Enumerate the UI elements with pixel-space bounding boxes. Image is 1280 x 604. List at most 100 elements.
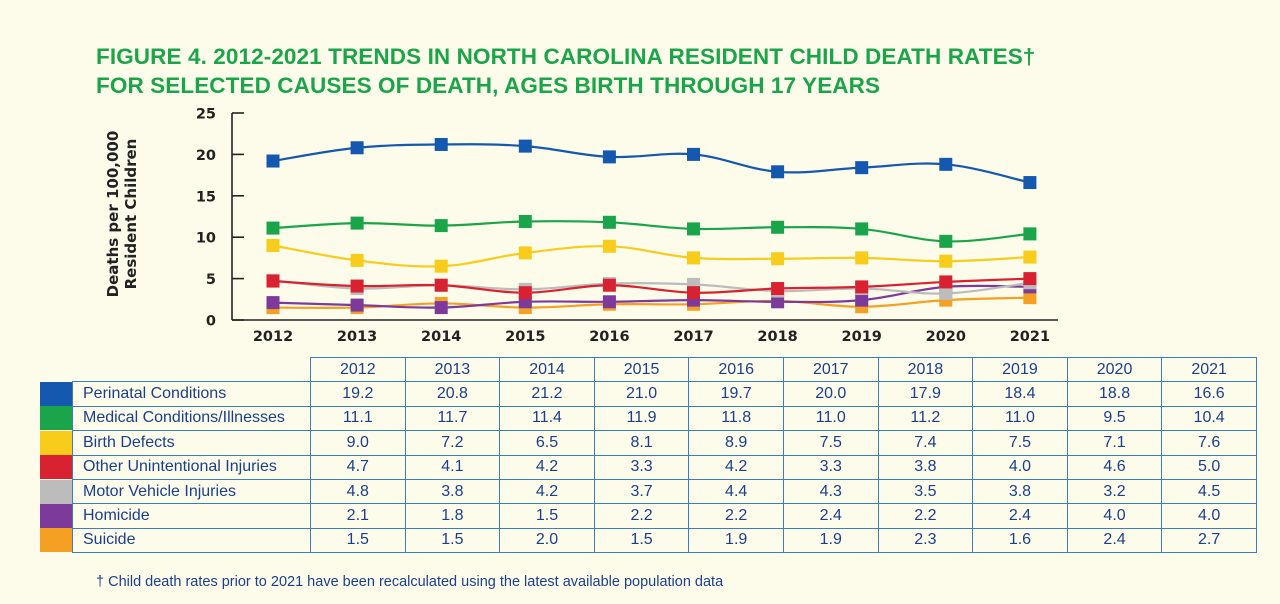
table-cell: 2.4 xyxy=(1066,527,1163,554)
table-year-header: 2019 xyxy=(972,356,1068,383)
table-cell: 2.7 xyxy=(1161,527,1257,554)
x-tick-label: 2014 xyxy=(421,329,461,345)
series-name: Homicide xyxy=(72,503,311,529)
data-point xyxy=(687,147,700,161)
data-point xyxy=(939,234,953,248)
series-name: Other Unintentional Injuries xyxy=(72,454,311,480)
data-point xyxy=(434,301,448,315)
table-cell: 4.1 xyxy=(404,454,501,480)
legend-swatch xyxy=(40,455,73,480)
data-point xyxy=(350,298,364,312)
data-point xyxy=(266,296,280,310)
y-tick-label: 15 xyxy=(196,189,216,205)
table-cell: 4.2 xyxy=(499,454,595,480)
table-cell: 2.0 xyxy=(499,527,595,554)
data-point xyxy=(855,293,869,307)
data-point xyxy=(350,253,364,267)
table-cell: 4.5 xyxy=(1161,478,1257,505)
x-tick-label: 2020 xyxy=(926,329,966,345)
data-point xyxy=(266,274,280,288)
data-point xyxy=(1023,176,1037,190)
y-tick-label: 20 xyxy=(196,148,216,164)
chart-title: FIGURE 4. 2012-2021 TRENDS IN NORTH CARO… xyxy=(96,42,1196,100)
table-cell: 11.0 xyxy=(972,405,1068,432)
legend-swatch-fill xyxy=(40,382,72,407)
table-cell: 2.2 xyxy=(688,503,784,529)
table-cell: 2.2 xyxy=(593,503,690,529)
data-point xyxy=(687,251,700,265)
data-point xyxy=(1023,272,1037,286)
chart-title-line-2: FOR SELECTED CAUSES OF DEATH, AGES BIRTH… xyxy=(96,73,881,98)
table-cell: 4.0 xyxy=(1161,503,1257,529)
table-cell: 3.3 xyxy=(593,454,690,480)
table-cell: 3.3 xyxy=(782,454,879,480)
series-line xyxy=(272,244,1030,268)
series-name: Suicide xyxy=(72,527,311,554)
table-cell: 7.5 xyxy=(972,430,1068,456)
table-cell: 1.6 xyxy=(972,527,1068,554)
table-cell: 3.8 xyxy=(404,478,501,505)
data-point xyxy=(939,287,953,301)
table-cell: 11.1 xyxy=(310,405,406,432)
table-row: Medical Conditions/Illnesses 11.1 11.7 11.4… xyxy=(40,405,1257,432)
table-cell: 21.0 xyxy=(593,381,690,407)
series-line xyxy=(272,220,1030,243)
x-tick-label: 2018 xyxy=(757,329,797,345)
data-point xyxy=(855,222,869,236)
data-point xyxy=(518,139,532,153)
table-row: Homicide 2.1 1.8 1.5 2.2 2.2 2.4 2.2 2.4 4.0 4.0 xyxy=(40,503,1257,529)
table-year-header: 2021 xyxy=(1161,356,1257,383)
table-cell: 17.9 xyxy=(877,381,974,407)
table-cell: 3.8 xyxy=(877,454,974,480)
table-cell: 11.2 xyxy=(877,405,974,432)
table-cell: 19.2 xyxy=(310,381,406,407)
table-year-header: 2020 xyxy=(1066,356,1163,383)
data-point xyxy=(602,278,616,292)
series-name: Perinatal Conditions xyxy=(72,381,311,407)
table-cell: 1.5 xyxy=(310,527,406,554)
table-cell: 4.3 xyxy=(782,478,879,505)
table-cell: 9.0 xyxy=(310,430,406,456)
data-point xyxy=(687,222,700,236)
table-year-header: 2014 xyxy=(499,356,595,383)
table-cell: 2.4 xyxy=(972,503,1068,529)
table-cell: 11.0 xyxy=(782,405,879,432)
table-year-header: 2017 xyxy=(782,356,879,383)
legend-swatch-fill xyxy=(40,406,72,431)
x-tick-label: 2013 xyxy=(337,329,377,345)
data-point xyxy=(855,280,869,294)
table-cell: 4.6 xyxy=(1066,454,1163,480)
legend-swatch-fill xyxy=(40,504,72,529)
x-tick-label: 2019 xyxy=(842,329,882,345)
series-line xyxy=(272,296,1030,310)
data-point xyxy=(602,295,616,309)
legend-swatch-fill xyxy=(40,455,72,480)
table-row: Other Unintentional Injuries 4.7 4.1 4.2 3.3… xyxy=(40,454,1257,480)
x-tick-label: 2012 xyxy=(253,329,293,345)
data-point xyxy=(939,275,953,289)
series-line xyxy=(272,277,1030,294)
table-year-header: 2013 xyxy=(404,356,501,383)
table-cell: 2.4 xyxy=(782,503,879,529)
data-point xyxy=(350,141,364,155)
chart-title-line-1: FIGURE 4. 2012-2021 TRENDS IN NORTH CARO… xyxy=(96,44,1036,69)
table-year-header: 2016 xyxy=(688,356,784,383)
table-cell: 3.7 xyxy=(593,478,690,505)
data-point xyxy=(518,214,532,228)
series-name: Birth Defects xyxy=(72,430,311,456)
data-point xyxy=(1023,291,1037,305)
table-cell: 19.7 xyxy=(688,381,784,407)
table-row: Suicide 1.5 1.5 2.0 1.5 1.9 1.9 2.3 1.6 2.4 2.7 xyxy=(40,527,1257,554)
table-cell: 4.4 xyxy=(688,478,784,505)
table-cell: 6.5 xyxy=(499,430,595,456)
table-cell: 7.5 xyxy=(782,430,879,456)
table-cell: 11.9 xyxy=(593,405,690,432)
data-point xyxy=(855,161,869,175)
data-point xyxy=(434,278,448,292)
table-cell: 3.2 xyxy=(1066,478,1163,505)
table-cell: 2.1 xyxy=(310,503,406,529)
legend-swatch xyxy=(40,528,73,553)
y-tick-label: 0 xyxy=(206,314,216,330)
table-cell: 4.8 xyxy=(310,478,406,505)
y-tick-label: 5 xyxy=(206,272,216,288)
